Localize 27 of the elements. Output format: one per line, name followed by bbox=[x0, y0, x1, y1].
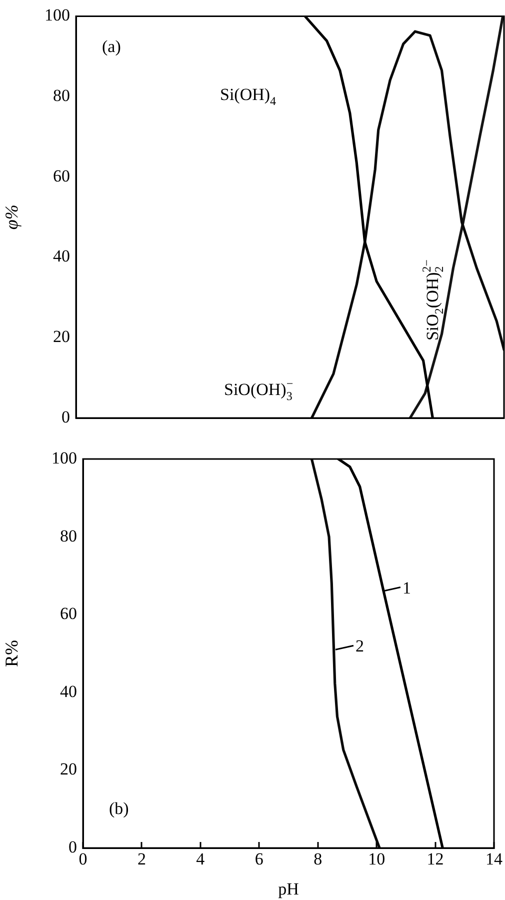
y-tick-label: 100 bbox=[44, 6, 70, 25]
x-tick-label: 2 bbox=[137, 850, 146, 869]
y-tick-label: 100 bbox=[52, 448, 77, 468]
annotation: (b) bbox=[109, 799, 129, 818]
y-tick-label: 60 bbox=[60, 604, 77, 624]
y-tick-label: 40 bbox=[60, 682, 77, 701]
y-tick-label: 80 bbox=[53, 86, 70, 106]
x-tick-label: 12 bbox=[426, 850, 444, 869]
x-tick-label: 8 bbox=[314, 850, 322, 869]
y-axis-title: φ% bbox=[2, 204, 22, 230]
y-tick-label: 0 bbox=[62, 407, 70, 426]
annotation: 1 bbox=[402, 578, 411, 598]
x-tick-label: 6 bbox=[254, 850, 264, 869]
y-tick-label: 20 bbox=[60, 760, 77, 779]
annotation: 2 bbox=[355, 636, 364, 656]
y-axis-title: R% bbox=[2, 640, 22, 667]
x-tick-label: 14 bbox=[486, 850, 503, 869]
annotation: (a) bbox=[102, 37, 121, 56]
x-tick-label: 10 bbox=[368, 850, 386, 869]
annotation: SiO2(OH)22− bbox=[419, 259, 446, 341]
x-tick-label: 4 bbox=[196, 850, 206, 869]
y-tick-label: 20 bbox=[53, 327, 70, 346]
y-tick-label: 0 bbox=[68, 837, 77, 856]
y-tick-label: 80 bbox=[60, 526, 77, 546]
x-axis-title: pH bbox=[278, 879, 299, 898]
y-tick-label: 60 bbox=[53, 166, 70, 186]
y-tick-label: 40 bbox=[53, 246, 70, 266]
